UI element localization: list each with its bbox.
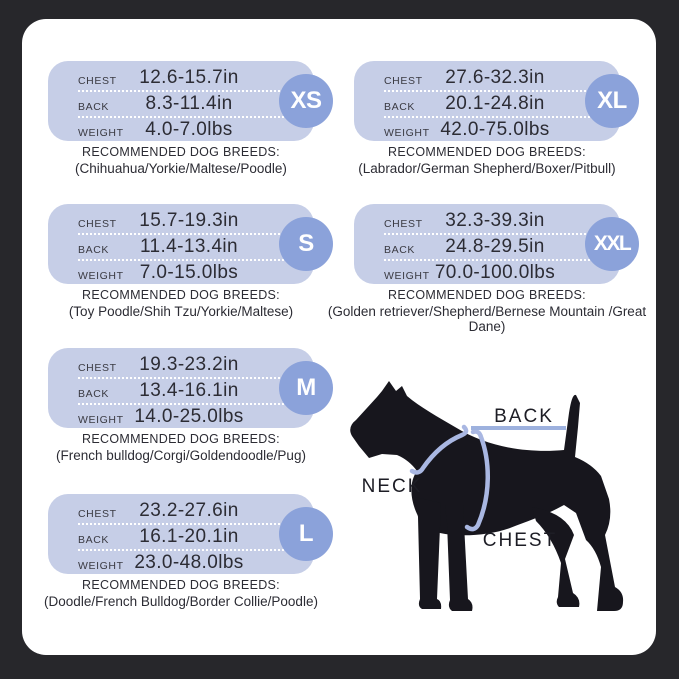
chest-row-label: CHEST	[78, 362, 117, 374]
breeds-block: RECOMMENDED DOG BREEDS: (French bulldog/…	[21, 432, 341, 463]
weight-row: WEIGHT 14.0-25.0lbs	[78, 405, 300, 431]
back-row-label: BACK	[78, 244, 109, 256]
chest-row-label: CHEST	[384, 75, 423, 87]
back-row: BACK 13.4-16.1in	[78, 379, 300, 405]
breeds-block: RECOMMENDED DOG BREEDS: (Labrador/German…	[327, 145, 647, 176]
chest-row: CHEST 23.2-27.6in	[78, 499, 300, 525]
weight-row: WEIGHT 4.0-7.0lbs	[78, 118, 300, 144]
chest-row-label: CHEST	[78, 508, 117, 520]
chest-row-value: 32.3-39.3in	[445, 210, 545, 231]
chest-row: CHEST 15.7-19.3in	[78, 209, 300, 235]
back-row-label: BACK	[78, 101, 109, 113]
neck-label: NECK	[362, 476, 423, 497]
weight-row: WEIGHT 70.0-100.0lbs	[384, 261, 606, 287]
back-row-label: BACK	[384, 101, 415, 113]
size-badge: XL	[585, 74, 639, 128]
back-row-label: BACK	[78, 534, 109, 546]
weight-row: WEIGHT 7.0-15.0lbs	[78, 261, 300, 287]
weight-row-label: WEIGHT	[384, 270, 430, 282]
breeds-title: RECOMMENDED DOG BREEDS:	[82, 288, 280, 302]
weight-row-value: 23.0-48.0lbs	[134, 552, 244, 573]
weight-row-label: WEIGHT	[384, 127, 430, 139]
weight-row: WEIGHT 42.0-75.0lbs	[384, 118, 606, 144]
back-row: BACK 16.1-20.1in	[78, 525, 300, 551]
breeds-list: (French bulldog/Corgi/Goldendoodle/Pug)	[56, 448, 306, 463]
size-badge: S	[279, 217, 333, 271]
weight-row-value: 14.0-25.0lbs	[134, 406, 244, 427]
size-badge: M	[279, 361, 333, 415]
breeds-title: RECOMMENDED DOG BREEDS:	[82, 145, 280, 159]
breeds-list: (Doodle/French Bulldog/Border Collie/Poo…	[44, 594, 318, 609]
back-row-value: 16.1-20.1in	[139, 526, 239, 547]
back-row-value: 8.3-11.4in	[145, 93, 233, 114]
breeds-block: RECOMMENDED DOG BREEDS: (Doodle/French B…	[21, 578, 341, 609]
breeds-title: RECOMMENDED DOG BREEDS:	[82, 578, 280, 592]
back-row-label: BACK	[384, 244, 415, 256]
size-card: CHEST 12.6-15.7in BACK 8.3-11.4in WEIGHT 4.…	[48, 61, 333, 144]
back-row: BACK 8.3-11.4in	[78, 92, 300, 118]
chest-row-value: 12.6-15.7in	[139, 67, 239, 88]
chest-row-label: CHEST	[78, 75, 117, 87]
chest-row-value: 27.6-32.3in	[445, 67, 545, 88]
weight-row-value: 42.0-75.0lbs	[440, 119, 550, 140]
breeds-title: RECOMMENDED DOG BREEDS:	[82, 432, 280, 446]
size-badge: L	[279, 507, 333, 561]
size-card: CHEST 19.3-23.2in BACK 13.4-16.1in WEIGHT 1…	[48, 348, 333, 431]
dog-measurement-diagram: BACK NECK CHEST	[350, 381, 624, 611]
chest-row-value: 19.3-23.2in	[139, 354, 239, 375]
breeds-list: (Toy Poodle/Shih Tzu/Yorkie/Maltese)	[68, 304, 294, 319]
breeds-title: RECOMMENDED DOG BREEDS:	[388, 145, 586, 159]
weight-row-value: 7.0-15.0lbs	[139, 262, 239, 283]
weight-row-label: WEIGHT	[78, 270, 124, 282]
dog-front-leg-far	[445, 505, 473, 611]
breeds-list: (Labrador/German Shepherd/Boxer/Pitbull)	[358, 161, 616, 176]
weight-row: WEIGHT 23.0-48.0lbs	[78, 551, 300, 577]
breeds-block: RECOMMENDED DOG BREEDS: (Chihuahua/Yorki…	[21, 145, 341, 176]
back-row: BACK 24.8-29.5in	[384, 235, 606, 261]
size-badge: XXL	[585, 217, 639, 271]
back-row-value: 11.4-13.4in	[139, 236, 239, 257]
weight-row-value: 4.0-7.0lbs	[145, 119, 233, 140]
back-row-value: 20.1-24.8in	[445, 93, 545, 114]
chest-row-label: CHEST	[78, 218, 117, 230]
size-card: CHEST 23.2-27.6in BACK 16.1-20.1in WEIGHT 2…	[48, 494, 333, 577]
size-badge: XS	[279, 74, 333, 128]
breeds-block: RECOMMENDED DOG BREEDS: (Golden retrieve…	[327, 288, 647, 334]
chest-row: CHEST 19.3-23.2in	[78, 353, 300, 379]
harness-neck-strap	[409, 424, 469, 475]
dog-front-leg-near	[415, 497, 442, 609]
chest-row-value: 15.7-19.3in	[139, 210, 239, 231]
harness-chest-strap	[464, 429, 490, 532]
chest-row-label: CHEST	[384, 218, 423, 230]
weight-row-label: WEIGHT	[78, 127, 124, 139]
back-row-label: BACK	[78, 388, 109, 400]
size-card: CHEST 27.6-32.3in BACK 20.1-24.8in WEIGHT 4…	[354, 61, 639, 144]
breeds-list: (Chihuahua/Yorkie/Maltese/Poodle)	[75, 161, 287, 176]
size-card: CHEST 15.7-19.3in BACK 11.4-13.4in WEIGHT 7…	[48, 204, 333, 287]
chest-label: CHEST	[483, 530, 557, 551]
breeds-list: (Golden retriever/Shepherd/Bernese Mount…	[327, 304, 647, 334]
back-row: BACK 11.4-13.4in	[78, 235, 300, 261]
weight-row-label: WEIGHT	[78, 414, 124, 426]
dog-rear-leg	[532, 507, 580, 607]
back-row-value: 24.8-29.5in	[445, 236, 545, 257]
breeds-title: RECOMMENDED DOG BREEDS:	[388, 288, 586, 302]
back-row-value: 13.4-16.1in	[139, 380, 239, 401]
chest-row: CHEST 27.6-32.3in	[384, 66, 606, 92]
back-label: BACK	[494, 406, 554, 427]
size-card: CHEST 32.3-39.3in BACK 24.8-29.5in WEIGHT 7…	[354, 204, 639, 287]
back-row: BACK 20.1-24.8in	[384, 92, 606, 118]
weight-row-label: WEIGHT	[78, 560, 124, 572]
weight-row-value: 70.0-100.0lbs	[434, 262, 556, 283]
breeds-block: RECOMMENDED DOG BREEDS: (Toy Poodle/Shih…	[21, 288, 341, 319]
chest-row: CHEST 12.6-15.7in	[78, 66, 300, 92]
size-chart-panel: CHEST 12.6-15.7in BACK 8.3-11.4in WEIGHT 4.…	[22, 19, 656, 655]
chest-row: CHEST 32.3-39.3in	[384, 209, 606, 235]
chest-row-value: 23.2-27.6in	[139, 500, 239, 521]
